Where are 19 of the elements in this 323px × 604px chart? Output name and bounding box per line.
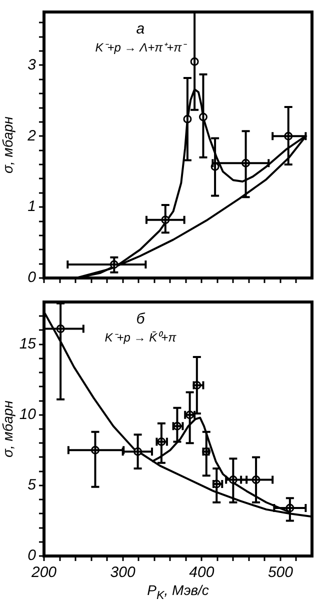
- y-tick-label: 0: [28, 547, 37, 564]
- annotation: a: [136, 20, 145, 38]
- y-tick-label: 3: [28, 56, 37, 74]
- y-tick-label: 15: [19, 336, 37, 353]
- annotation: K⁻+p → K̄⁰+π: [104, 330, 178, 344]
- y-tick-label: 10: [19, 406, 37, 424]
- x-tick-label: 500: [268, 564, 294, 582]
- y-tick-label: 1: [28, 198, 36, 216]
- y-tick-label: 2: [26, 127, 37, 144]
- x-tick-label: 400: [189, 564, 215, 582]
- annotation: б: [136, 310, 146, 328]
- x-tick-label: 300: [110, 564, 136, 582]
- x-tick-label: 200: [30, 564, 58, 582]
- annotation: K⁻+p → Λ+π⁺+π⁻: [95, 40, 188, 54]
- x-axis-title: P$_{K}$, Мэв/с: [146, 582, 210, 602]
- y-axis-title: σ, мбарн: [0, 400, 16, 458]
- y-tick-label: 5: [28, 476, 37, 494]
- y-tick-label: 0: [28, 269, 37, 286]
- y-axis-title: σ, мбарн: [0, 116, 16, 174]
